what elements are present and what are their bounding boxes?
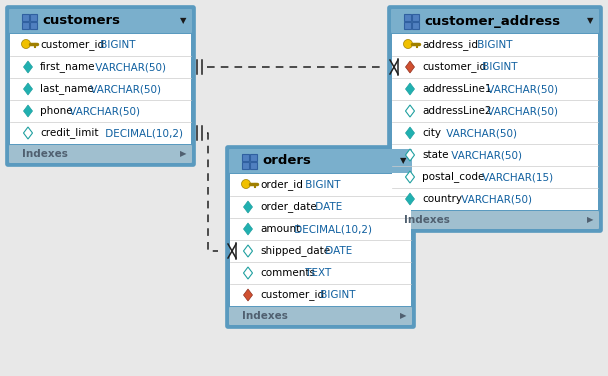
Polygon shape xyxy=(243,267,252,279)
Polygon shape xyxy=(406,127,415,139)
FancyBboxPatch shape xyxy=(391,9,599,33)
Text: ▼: ▼ xyxy=(180,17,186,26)
Bar xyxy=(404,21,411,29)
Text: DATE: DATE xyxy=(312,202,342,212)
Bar xyxy=(412,14,419,21)
Circle shape xyxy=(241,179,250,188)
Text: BIGINT: BIGINT xyxy=(479,62,517,72)
Text: TEXT: TEXT xyxy=(302,268,331,278)
Text: last_name: last_name xyxy=(40,83,94,94)
Text: VARCHAR(50): VARCHAR(50) xyxy=(485,84,558,94)
Text: Indexes: Indexes xyxy=(404,215,450,225)
Text: Indexes: Indexes xyxy=(242,311,288,321)
Polygon shape xyxy=(243,289,252,301)
FancyBboxPatch shape xyxy=(391,211,599,229)
Text: VARCHAR(50): VARCHAR(50) xyxy=(458,194,533,204)
Polygon shape xyxy=(406,105,415,117)
Text: customer_address: customer_address xyxy=(424,15,560,27)
Polygon shape xyxy=(406,83,415,95)
Polygon shape xyxy=(243,223,252,235)
Bar xyxy=(230,174,411,306)
Polygon shape xyxy=(24,83,32,95)
FancyBboxPatch shape xyxy=(9,9,192,33)
Text: BIGINT: BIGINT xyxy=(302,180,340,190)
Text: amount: amount xyxy=(260,224,300,234)
Text: VARCHAR(50): VARCHAR(50) xyxy=(448,150,522,160)
Text: shipped_date: shipped_date xyxy=(260,246,330,256)
Text: ▼: ▼ xyxy=(587,17,593,26)
Text: address_id: address_id xyxy=(422,39,478,50)
Text: customer_id: customer_id xyxy=(40,39,104,50)
Bar xyxy=(242,153,249,161)
Text: ▶: ▶ xyxy=(180,150,186,159)
Bar xyxy=(250,153,257,161)
Text: VARCHAR(15): VARCHAR(15) xyxy=(479,172,553,182)
Text: city: city xyxy=(422,128,441,138)
Text: BIGINT: BIGINT xyxy=(97,40,136,50)
Text: orders: orders xyxy=(262,155,311,167)
Text: ▼: ▼ xyxy=(399,156,406,165)
FancyBboxPatch shape xyxy=(6,6,195,166)
Text: DATE: DATE xyxy=(322,246,353,256)
Text: comments: comments xyxy=(260,268,315,278)
Text: credit_limit: credit_limit xyxy=(40,127,98,138)
Text: ▶: ▶ xyxy=(587,215,593,224)
Text: customer_id: customer_id xyxy=(260,290,324,300)
Text: addressLine1: addressLine1 xyxy=(422,84,491,94)
Circle shape xyxy=(21,39,30,49)
Polygon shape xyxy=(24,127,32,139)
Text: VARCHAR(50): VARCHAR(50) xyxy=(66,106,140,116)
Bar xyxy=(30,21,37,29)
FancyBboxPatch shape xyxy=(388,6,602,232)
Bar xyxy=(392,34,598,210)
Bar xyxy=(412,21,419,29)
Text: BIGINT: BIGINT xyxy=(317,290,356,300)
Text: DECIMAL(10,2): DECIMAL(10,2) xyxy=(102,128,184,138)
Text: customer_id: customer_id xyxy=(422,62,486,73)
Polygon shape xyxy=(24,105,32,117)
Polygon shape xyxy=(406,149,415,161)
Polygon shape xyxy=(24,61,32,73)
Text: first_name: first_name xyxy=(40,62,95,73)
FancyBboxPatch shape xyxy=(229,307,412,325)
Text: order_date: order_date xyxy=(260,202,317,212)
Polygon shape xyxy=(243,201,252,213)
Text: VARCHAR(50): VARCHAR(50) xyxy=(92,62,166,72)
Circle shape xyxy=(404,39,412,49)
Polygon shape xyxy=(243,245,252,257)
Polygon shape xyxy=(406,171,415,183)
Bar xyxy=(250,162,257,168)
Text: ▶: ▶ xyxy=(399,311,406,320)
Bar xyxy=(30,14,37,21)
Text: Indexes: Indexes xyxy=(22,149,68,159)
Polygon shape xyxy=(406,193,415,205)
Text: VARCHAR(50): VARCHAR(50) xyxy=(443,128,517,138)
Bar xyxy=(404,14,411,21)
Text: order_id: order_id xyxy=(260,180,303,191)
Polygon shape xyxy=(406,61,415,73)
Text: country: country xyxy=(422,194,462,204)
FancyBboxPatch shape xyxy=(226,146,415,328)
Text: VARCHAR(50): VARCHAR(50) xyxy=(87,84,161,94)
Bar xyxy=(242,162,249,168)
Text: customers: customers xyxy=(42,15,120,27)
FancyBboxPatch shape xyxy=(229,149,412,173)
Text: BIGINT: BIGINT xyxy=(474,40,513,50)
FancyBboxPatch shape xyxy=(9,145,192,163)
Text: addressLine2: addressLine2 xyxy=(422,106,491,116)
Text: DECIMAL(10,2): DECIMAL(10,2) xyxy=(291,224,372,234)
Text: VARCHAR(50): VARCHAR(50) xyxy=(485,106,558,116)
Bar xyxy=(10,34,191,144)
Bar xyxy=(22,21,29,29)
Text: phone: phone xyxy=(40,106,72,116)
Bar xyxy=(22,14,29,21)
Text: state: state xyxy=(422,150,449,160)
Text: postal_code: postal_code xyxy=(422,171,485,182)
